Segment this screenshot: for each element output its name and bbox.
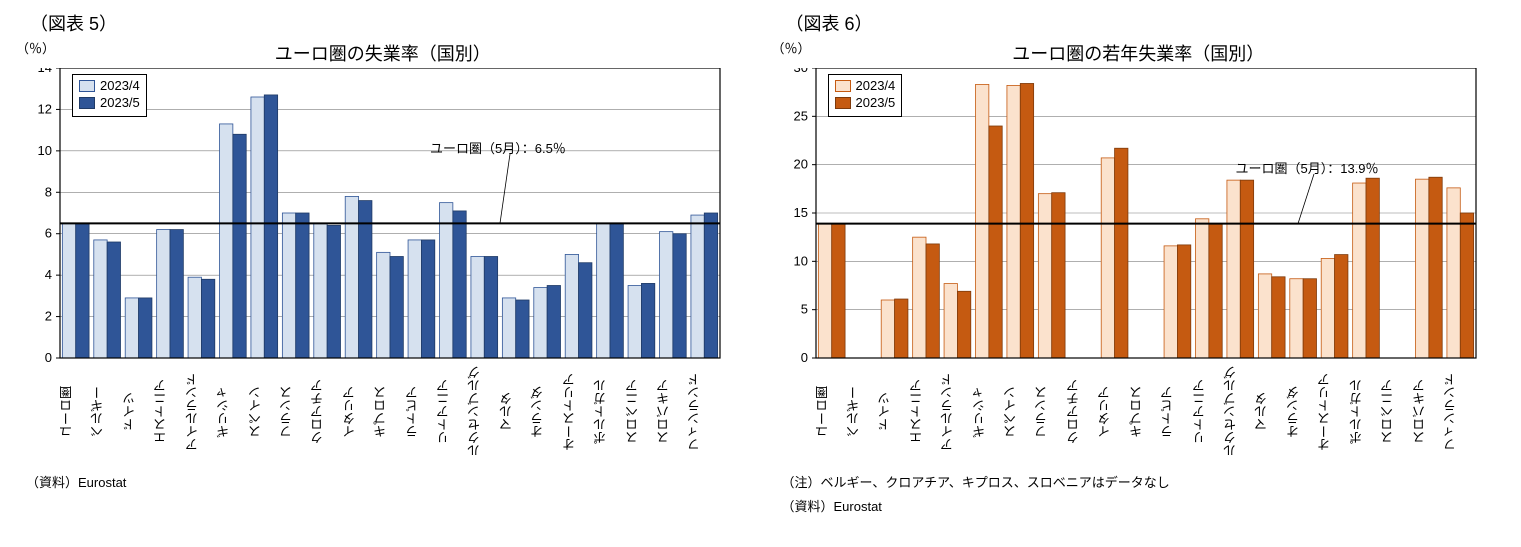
x-category-label: フィンランド <box>688 362 719 462</box>
svg-text:8: 8 <box>45 184 52 199</box>
x-category-label: アイルランド <box>186 362 217 462</box>
x-category-label: マルタ <box>1255 362 1286 462</box>
footnote: （資料）Eurostat <box>26 474 756 492</box>
x-category-label: スペイン <box>1004 362 1035 462</box>
x-category-label: オーストリア <box>563 362 594 462</box>
chart5-ref-annotation: ユーロ圏（5月）：6.5％ <box>430 138 566 157</box>
x-category-label: スロベニア <box>1381 362 1412 462</box>
chart5-wrap: 2023/42023/5 ユーロ圏（5月）：6.5％ 0 2 4 6 8 10 12 14 ユ… <box>10 68 756 468</box>
svg-text:20: 20 <box>793 157 807 172</box>
x-category-label: オーストリア <box>1318 362 1349 462</box>
x-category-label: ベルギー <box>847 362 878 462</box>
x-category-label: ルクセンブルグ <box>468 362 499 462</box>
x-category-label: ポルトガル <box>1350 362 1381 462</box>
chart5-y-unit: （％） <box>16 38 55 57</box>
legend-label: 2023/4 <box>856 78 896 95</box>
chart6-legend: 2023/42023/5 <box>828 74 903 117</box>
svg-text:10: 10 <box>38 143 52 158</box>
x-category-label: エストニア <box>910 362 941 462</box>
chart6-footnotes: （注）ベルギー、クロアチア、キプロス、スロベニアはデータなし （資料）Eurost… <box>766 474 1512 516</box>
chart5-legend: 2023/42023/5 <box>72 74 147 117</box>
chart5-title: ユーロ圏の失業率（国別） <box>10 40 756 66</box>
x-category-label: ルクセンブルグ <box>1224 362 1255 462</box>
x-category-label: オランダ <box>1287 362 1318 462</box>
chart5-xlabels: ユーロ圏ベルギードイツエストニアアイルランドギリシャスペインフランスクロアチアイ… <box>60 362 720 462</box>
legend-item: 2023/5 <box>835 95 896 112</box>
svg-text:5: 5 <box>800 302 807 317</box>
x-category-label: クロアチア <box>311 362 342 462</box>
footnote: （注）ベルギー、クロアチア、キプロス、スロベニアはデータなし <box>782 474 1512 492</box>
x-category-label: オランダ <box>531 362 562 462</box>
svg-text:25: 25 <box>793 108 807 123</box>
legend-swatch-icon <box>835 80 851 92</box>
x-category-label: フランス <box>1035 362 1066 462</box>
chart5-panel: （図表 5） （％） ユーロ圏の失業率（国別） 2023/42023/5 ユーロ… <box>10 10 756 516</box>
x-category-label: イタリア <box>1098 362 1129 462</box>
chart6-wrap: 2023/42023/5 ユーロ圏（5月）：13.9％ 0 5 10 15 20 25 30… <box>766 68 1512 468</box>
chart5-fig-label: （図表 5） <box>30 10 756 36</box>
x-category-label: ポルトガル <box>594 362 625 462</box>
legend-swatch-icon <box>79 97 95 109</box>
x-category-label: ユーロ圏 <box>816 362 847 462</box>
x-category-label: リトアニア <box>437 362 468 462</box>
legend-swatch-icon <box>835 97 851 109</box>
x-category-label: スロバキア <box>657 362 688 462</box>
x-category-label: スロベニア <box>626 362 657 462</box>
svg-text:14: 14 <box>38 68 52 75</box>
svg-text:10: 10 <box>793 253 807 268</box>
chart6-ref-annotation: ユーロ圏（5月）：13.9％ <box>1236 158 1379 177</box>
legend-item: 2023/4 <box>79 78 140 95</box>
chart6-title: ユーロ圏の若年失業率（国別） <box>766 40 1512 66</box>
x-category-label: イタリア <box>343 362 374 462</box>
chart6-xlabels: ユーロ圏ベルギードイツエストニアアイルランドギリシャスペインフランスクロアチアイ… <box>816 362 1476 462</box>
legend-item: 2023/4 <box>835 78 896 95</box>
svg-text:0: 0 <box>800 350 807 365</box>
x-category-label: エストニア <box>154 362 185 462</box>
x-category-label: スロバキア <box>1413 362 1444 462</box>
x-category-label: クロアチア <box>1067 362 1098 462</box>
x-category-label: リトアニア <box>1193 362 1224 462</box>
x-category-label: アイルランド <box>941 362 972 462</box>
svg-text:12: 12 <box>38 101 52 116</box>
legend-label: 2023/5 <box>856 95 896 112</box>
svg-text:0: 0 <box>45 350 52 365</box>
x-category-label: ユーロ圏 <box>60 362 91 462</box>
x-category-label: マルタ <box>500 362 531 462</box>
x-category-label: スペイン <box>249 362 280 462</box>
x-category-label: フィンランド <box>1444 362 1475 462</box>
svg-text:4: 4 <box>45 267 52 282</box>
x-category-label: ラトビア <box>406 362 437 462</box>
x-category-label: ギリシャ <box>217 362 248 462</box>
x-category-label: ドイツ <box>878 362 909 462</box>
chart6-y-unit: （％） <box>772 38 811 57</box>
chart5-footnotes: （資料）Eurostat <box>10 474 756 492</box>
svg-text:15: 15 <box>793 205 807 220</box>
x-category-label: ドイツ <box>123 362 154 462</box>
x-category-label: ラトビア <box>1161 362 1192 462</box>
x-category-label: ギリシャ <box>973 362 1004 462</box>
x-category-label: フランス <box>280 362 311 462</box>
legend-item: 2023/5 <box>79 95 140 112</box>
chart6-fig-label: （図表 6） <box>786 10 1512 36</box>
svg-text:6: 6 <box>45 226 52 241</box>
x-category-label: ベルギー <box>91 362 122 462</box>
x-category-label: キプロス <box>1130 362 1161 462</box>
footnote: （資料）Eurostat <box>782 498 1512 516</box>
legend-label: 2023/5 <box>100 95 140 112</box>
legend-label: 2023/4 <box>100 78 140 95</box>
chart6-panel: （図表 6） （％） ユーロ圏の若年失業率（国別） 2023/42023/5 ユ… <box>766 10 1512 516</box>
panels-container: （図表 5） （％） ユーロ圏の失業率（国別） 2023/42023/5 ユーロ… <box>10 10 1511 516</box>
svg-text:30: 30 <box>793 68 807 75</box>
legend-swatch-icon <box>79 80 95 92</box>
svg-text:2: 2 <box>45 309 52 324</box>
x-category-label: キプロス <box>374 362 405 462</box>
